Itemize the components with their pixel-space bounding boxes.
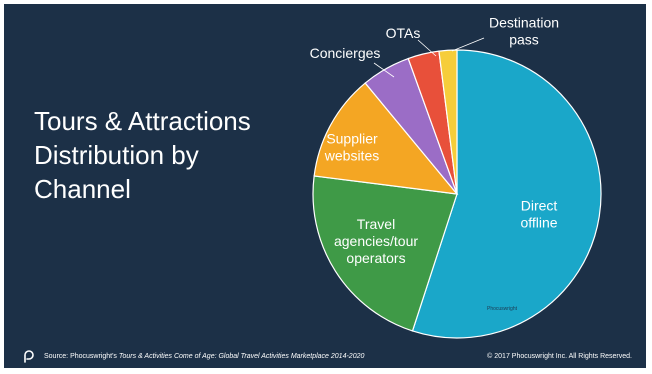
slice-label: Supplier websites [324,131,379,164]
slice-label-line: Destination [489,15,559,31]
pie-slice [313,82,459,195]
leader-line [417,39,437,57]
slice-label: OTAs [386,25,421,41]
chart-title: Tours & Attractions Distribution by Chan… [34,104,304,206]
slice-label-line: Supplier [326,131,378,147]
slice-label: Destination pass [489,15,559,48]
slice-label-line: Travel [357,216,395,232]
slice-label: Travel agencies/tour operators [334,216,418,266]
pie-chart: Direct offline Travel agencies/tour operator… [310,15,602,339]
slice-label-line: OTAs [386,25,421,41]
watermark-logo: Phocuswright [487,306,518,312]
pie-slice [438,49,458,195]
pie-slice [312,175,458,332]
slice-label-line: operators [346,250,405,266]
leader-line [451,37,485,52]
leader-line [373,62,395,78]
source-title: Tours & Activities Come of Age: Global T… [118,353,365,360]
phocuswright-logo-icon [24,350,34,363]
slice-label: Concierges [310,45,381,61]
source-prefix: Source: Phocuswright's [44,353,119,360]
slice-label-line: websites [324,148,379,164]
title-line: Channel [34,174,131,204]
slice-label-line: pass [509,32,539,48]
slice-label-line: Concierges [310,45,381,61]
title-line: Distribution by [34,140,199,170]
slide: Tours & Attractions Distribution by Chan… [4,4,646,368]
copyright-note: © 2017 Phocuswright Inc. All Rights Rese… [487,353,632,360]
source-note: Source: Phocuswright's Tours & Activitie… [44,353,364,360]
slice-label-line: agencies/tour [334,233,418,249]
slice-label-line: offline [520,215,557,231]
pie-slice [411,49,602,339]
slice-label: Direct offline [520,198,557,231]
slice-label-line: Direct [521,198,558,214]
title-line: Tours & Attractions [34,106,251,136]
